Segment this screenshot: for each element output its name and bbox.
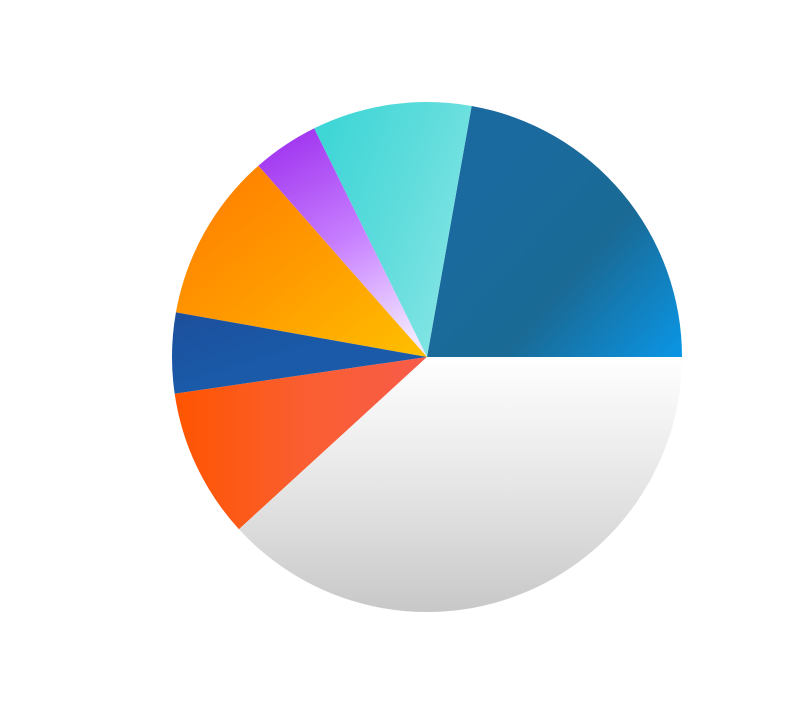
pie-slice-5 [172,312,427,394]
pie-slice-1 [427,105,682,357]
pie-slice-7 [238,357,682,613]
pie-slices [172,102,682,613]
pie-slice-2 [314,102,472,357]
pie-slice-6 [174,357,427,530]
pie-slice-4 [175,165,427,357]
pie-slice-3 [258,128,427,357]
